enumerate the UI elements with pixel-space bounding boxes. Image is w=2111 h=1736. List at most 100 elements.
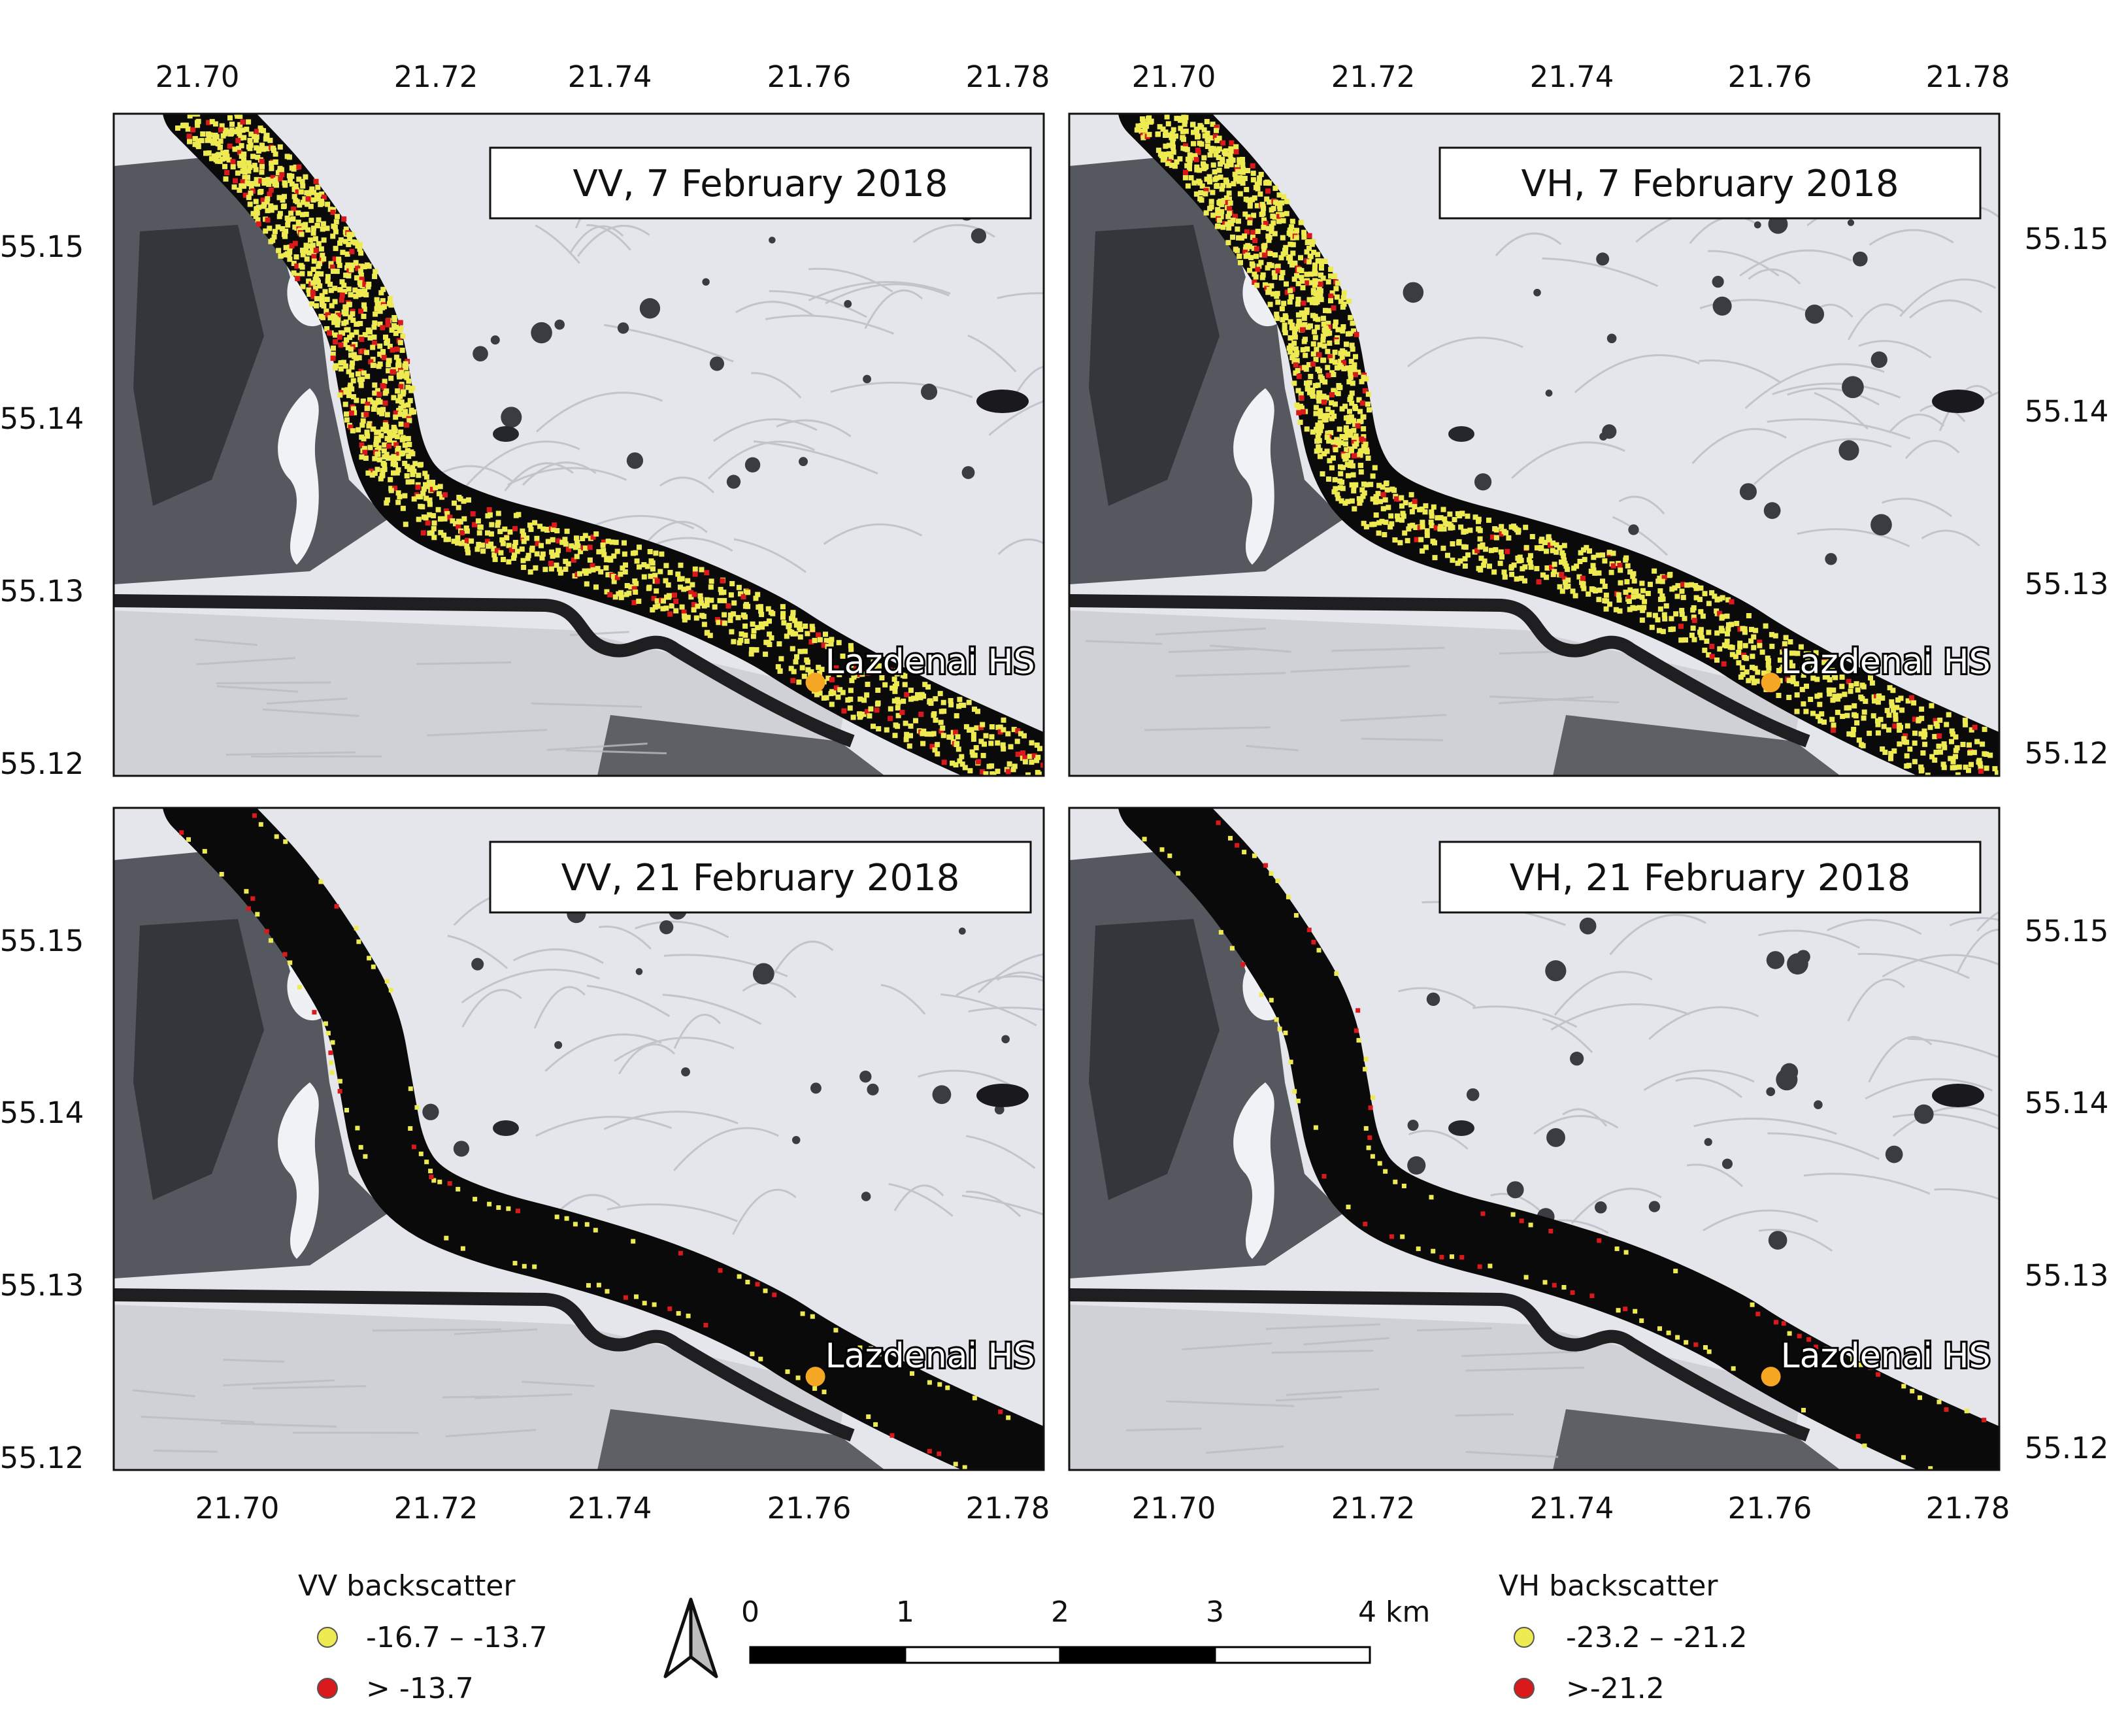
ice-pixel bbox=[1797, 1333, 1802, 1339]
ice-pixel bbox=[1306, 927, 1312, 933]
ice-pixel bbox=[532, 1264, 537, 1269]
ice-pixel bbox=[399, 399, 405, 405]
ice-pixel bbox=[927, 1448, 932, 1454]
ice-pixel bbox=[1015, 752, 1021, 757]
ice-pixel bbox=[1675, 1335, 1680, 1340]
ice-pixel bbox=[1343, 441, 1348, 447]
ice-pixel bbox=[516, 512, 522, 518]
ice-pixel bbox=[1703, 1345, 1708, 1350]
ice-pixel bbox=[1237, 159, 1242, 165]
ice-pixel bbox=[1405, 538, 1410, 544]
ice-pixel bbox=[1487, 563, 1492, 569]
ice-pixel bbox=[327, 207, 333, 212]
ice-pixel bbox=[190, 127, 196, 133]
ice-pixel bbox=[699, 567, 705, 573]
ice-pixel bbox=[1321, 399, 1327, 405]
ice-pixel bbox=[1214, 125, 1220, 130]
ice-pixel bbox=[311, 258, 317, 264]
ice-pixel bbox=[1660, 596, 1666, 602]
ice-pixel bbox=[913, 718, 918, 724]
ice-pixel bbox=[1440, 507, 1446, 512]
ice-pixel bbox=[966, 699, 972, 705]
ice-pixel bbox=[300, 183, 306, 189]
ice-pixel bbox=[1335, 391, 1341, 397]
ice-pixel bbox=[928, 700, 934, 706]
ice-pixel bbox=[1565, 577, 1571, 583]
ice-pixel bbox=[289, 243, 295, 249]
ice-pixel bbox=[457, 519, 463, 525]
ice-pixel bbox=[1744, 669, 1750, 675]
ice-pixel bbox=[534, 551, 540, 557]
ice-pixel bbox=[324, 309, 329, 314]
ice-pixel bbox=[1247, 267, 1252, 273]
ice-pixel bbox=[1709, 590, 1715, 595]
ice-pixel bbox=[874, 701, 880, 707]
ice-pixel bbox=[748, 651, 754, 657]
ice-pixel bbox=[1932, 757, 1938, 763]
ice-pixel bbox=[910, 1371, 914, 1376]
ice-pixel bbox=[222, 156, 228, 161]
ice-pixel bbox=[1814, 676, 1820, 682]
ice-pixel bbox=[972, 1395, 977, 1401]
ice-pixel bbox=[1772, 633, 1778, 639]
ice-pixel bbox=[246, 160, 252, 166]
ice-pixel bbox=[444, 510, 450, 516]
ice-pixel bbox=[1559, 550, 1565, 556]
ice-pixel bbox=[334, 904, 339, 909]
ice-pixel bbox=[254, 129, 259, 135]
ice-pixel bbox=[377, 309, 383, 314]
ice-pixel bbox=[859, 671, 865, 677]
ice-pixel bbox=[352, 410, 357, 416]
ice-pixel bbox=[1423, 544, 1429, 550]
ice-pixel bbox=[1928, 1466, 1933, 1470]
ice-pixel bbox=[512, 540, 518, 545]
ice-pixel bbox=[287, 256, 293, 262]
ice-pixel bbox=[1251, 212, 1257, 218]
ice-pixel bbox=[1901, 1384, 1906, 1389]
ice-pixel bbox=[393, 354, 399, 360]
ice-pixel bbox=[500, 541, 506, 546]
ice-pixel bbox=[1698, 585, 1704, 591]
ice-pixel bbox=[348, 262, 354, 268]
ice-pixel bbox=[474, 546, 480, 552]
ice-pixel bbox=[1604, 598, 1610, 604]
ice-pixel bbox=[506, 542, 512, 548]
ice-pixel bbox=[692, 566, 698, 572]
ice-pixel bbox=[798, 627, 804, 633]
ice-pixel bbox=[1518, 575, 1524, 581]
ice-pixel bbox=[829, 701, 835, 707]
ice-pixel bbox=[315, 184, 321, 190]
ice-pixel bbox=[637, 544, 642, 550]
ice-pixel bbox=[377, 321, 383, 327]
canal bbox=[114, 594, 855, 748]
ice-pixel bbox=[345, 262, 351, 268]
ice-pixel bbox=[1361, 414, 1367, 420]
ice-pixel bbox=[1338, 299, 1344, 305]
lon-tick-label: 21.70 bbox=[156, 59, 240, 94]
ice-pixel bbox=[871, 659, 876, 665]
ice-pixel bbox=[439, 494, 445, 500]
ice-pixel bbox=[704, 602, 710, 608]
ice-pixel bbox=[1325, 365, 1331, 371]
ice-pixel bbox=[1689, 632, 1695, 638]
ice-pixel bbox=[1316, 352, 1322, 358]
ice-pixel bbox=[268, 938, 273, 943]
ice-pixel bbox=[1584, 544, 1589, 550]
ice-pixel bbox=[1806, 651, 1812, 657]
ice-pixel bbox=[1338, 350, 1344, 356]
ice-pixel bbox=[441, 532, 447, 538]
ice-pixel bbox=[370, 426, 376, 432]
ice-pixel bbox=[929, 744, 935, 750]
ice-pixel bbox=[1227, 206, 1232, 212]
ice-pixel bbox=[525, 556, 531, 561]
ice-pixel bbox=[575, 543, 581, 549]
ice-pixel bbox=[1247, 220, 1253, 225]
ice-pixel bbox=[1316, 394, 1321, 400]
ice-pixel bbox=[780, 610, 786, 616]
ice-pixel bbox=[1252, 238, 1258, 243]
ice-pixel bbox=[376, 457, 382, 463]
ice-pixel bbox=[1912, 759, 1918, 765]
ice-pixel bbox=[357, 246, 363, 252]
ice-pixel bbox=[829, 676, 835, 682]
ice-pixel bbox=[590, 534, 596, 540]
